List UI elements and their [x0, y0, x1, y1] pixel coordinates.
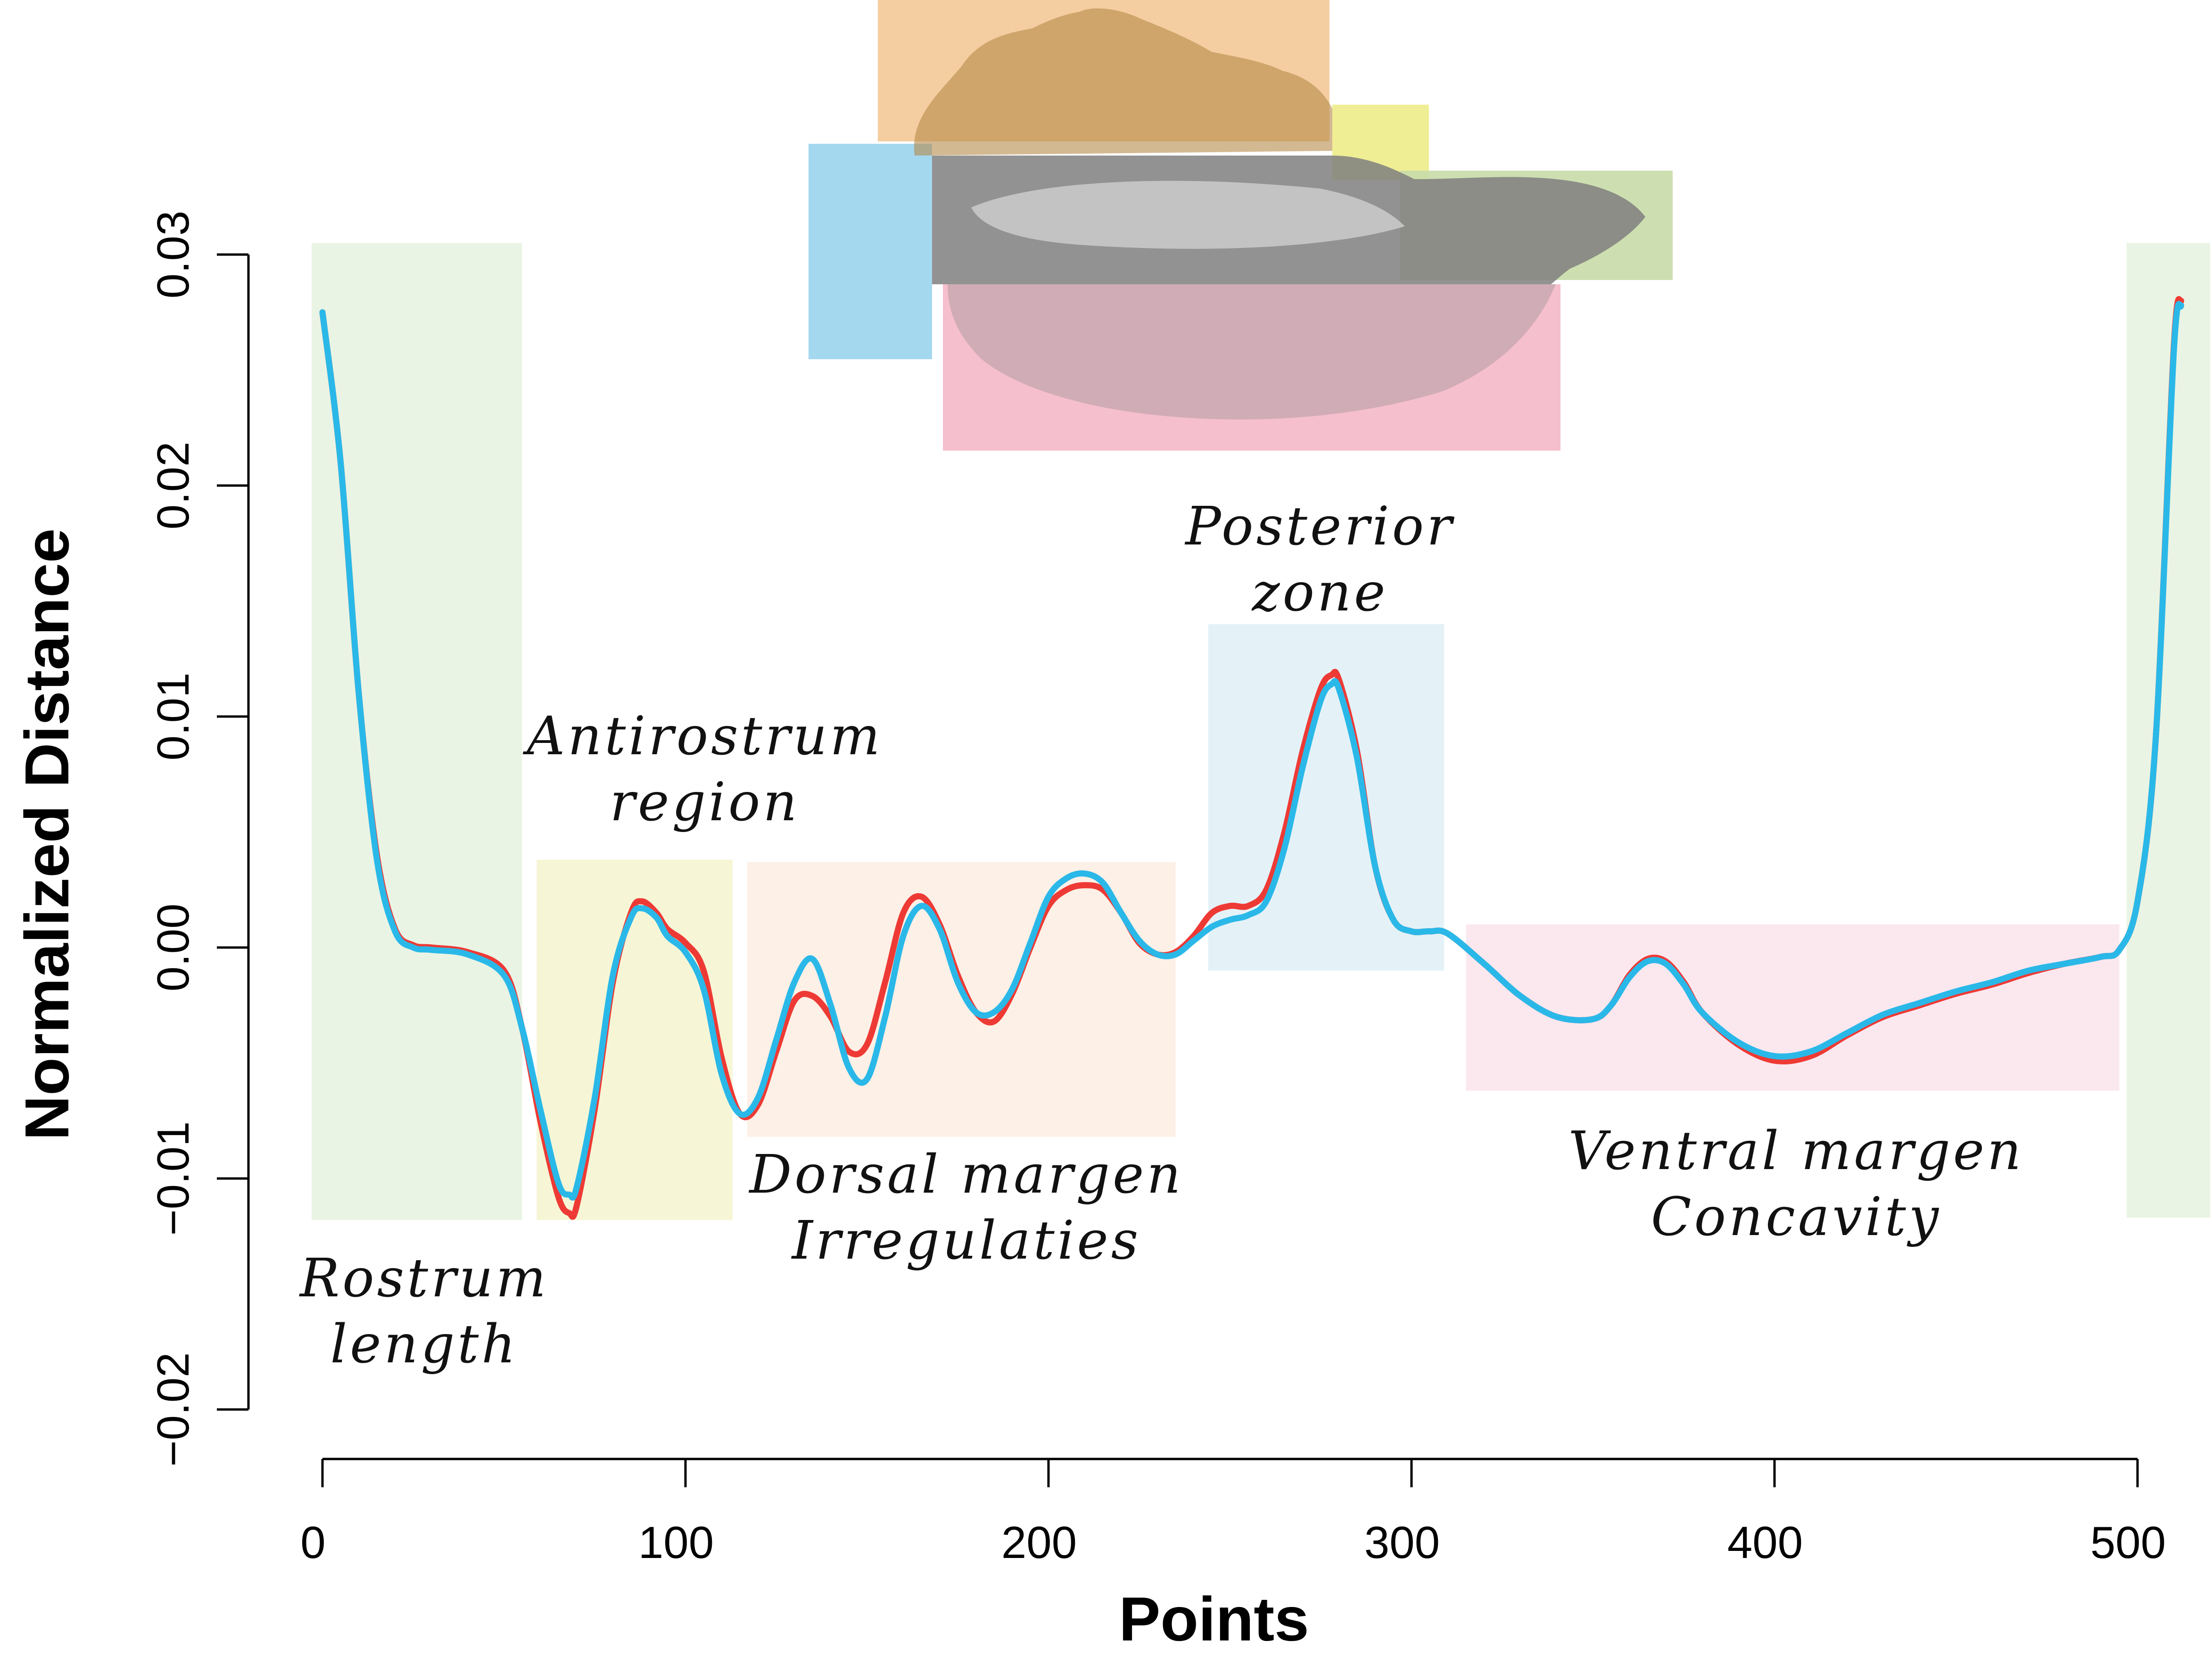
x-tick-label: 100: [638, 1517, 714, 1568]
region-band-5: [2126, 243, 2210, 1218]
series-layer: [319, 296, 2184, 1220]
y-tick-label: −0.01: [148, 1121, 198, 1236]
region-label-4-line-0: Ventral margen: [1568, 1121, 2024, 1182]
region-band-0: [311, 243, 522, 1220]
region-band-4: [1466, 924, 2120, 1091]
region-label-3-line-0: Posterior: [1184, 496, 1455, 557]
otolith-illustration: [809, 0, 1673, 451]
region-label-0-line-1: length: [330, 1314, 518, 1375]
region-label-2-line-1: Irregulaties: [791, 1210, 1141, 1271]
otolith-dorsal-outline: [914, 8, 1332, 156]
y-tick-label: −0.02: [148, 1352, 198, 1467]
y-tick-label: 0.00: [148, 904, 198, 992]
region-label-3-line-1: zone: [1251, 562, 1388, 623]
x-axis-title: Points: [1119, 1584, 1309, 1654]
x-tick-label: 0: [300, 1517, 325, 1568]
otolith-sulcus: [971, 181, 1405, 249]
y-axis-title: Normalized Distance: [12, 528, 82, 1140]
x-tick-label: 500: [2090, 1517, 2166, 1568]
anterior-zone-overlay: [809, 144, 932, 359]
region-label-4-line-1: Concavity: [1651, 1187, 1941, 1248]
otolith-ventral-outline: [948, 284, 1556, 420]
x-tick-label: 400: [1727, 1517, 1803, 1568]
y-tick-label: 0.02: [148, 442, 198, 530]
region-band-1: [536, 859, 733, 1220]
y-tick-label: 0.03: [148, 211, 198, 299]
x-tick-label: 200: [1001, 1517, 1077, 1568]
ventral-zone-overlay: [943, 284, 1560, 451]
region-label-1-line-0: Antirostrum: [522, 706, 883, 767]
x-tick-label: 300: [1364, 1517, 1440, 1568]
region-label-2-line-0: Dorsal margen: [748, 1144, 1183, 1205]
region-label-0-line-0: Rostrum: [299, 1248, 549, 1309]
y-tick-label: 0.01: [148, 673, 198, 761]
series-line-1: [319, 301, 2184, 1201]
region-label-1-line-1: region: [610, 772, 800, 833]
axes-layer: −0.02 −0.01 0.00 0.01 0.02 0.03 0 100 200 300 400 5…: [148, 211, 2166, 1568]
